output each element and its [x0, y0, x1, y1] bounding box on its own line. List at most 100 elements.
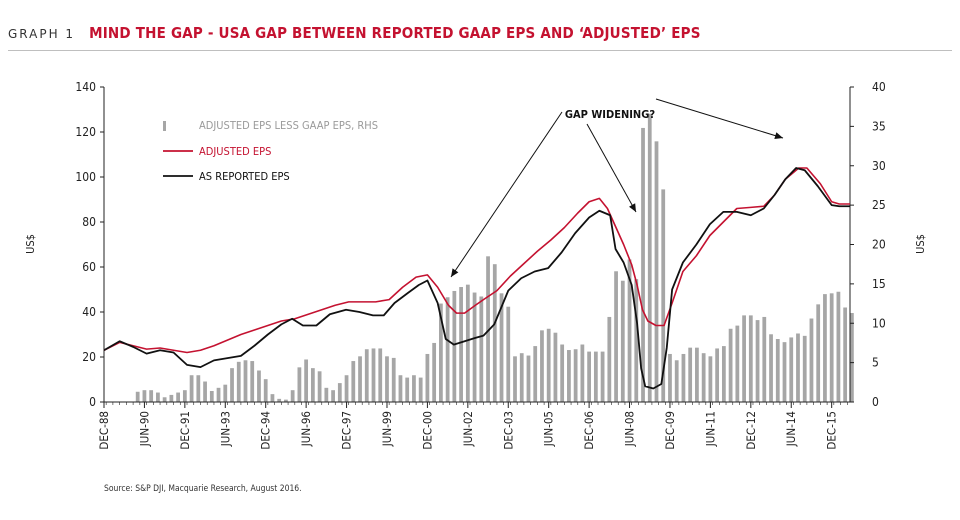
x-tick-label: DEC-00: [420, 411, 434, 450]
gap-bar: [641, 127, 645, 402]
y-right-tick-label: 20: [872, 238, 886, 252]
gap-bar: [405, 377, 410, 402]
gap-bar: [284, 399, 288, 402]
gap-bar: [836, 291, 841, 402]
gap-bar: [385, 356, 389, 402]
y-right-tick-label: 0: [872, 395, 879, 409]
gap-bar: [176, 392, 180, 402]
y-right-tick-label: 15: [872, 277, 886, 291]
gap-bar: [560, 344, 565, 402]
gap-bar: [465, 284, 470, 402]
annotation-label: GAP WIDENING?: [565, 108, 655, 121]
gap-bar: [472, 292, 477, 402]
x-tick-label: DEC-09: [663, 411, 677, 450]
gap-bar: [156, 392, 160, 402]
gap-bar: [607, 316, 612, 402]
gap-bar: [816, 304, 821, 402]
gap-bar: [661, 189, 666, 403]
gap-bar: [230, 368, 234, 402]
y-right-tick-label: 40: [872, 80, 886, 94]
gap-bar: [250, 361, 255, 402]
gap-bar: [519, 353, 524, 402]
y-left-tick-label: 20: [82, 350, 96, 364]
gap-bar: [149, 390, 154, 402]
gap-bar: [614, 271, 618, 402]
axes: 0 20 40 60 80 100 120 140 0 5 10 15 20 25 30 35 40 DEC-88…: [24, 80, 927, 450]
annotation-arrowhead: [451, 268, 459, 277]
gap-bar: [135, 391, 140, 402]
gap-bar: [796, 333, 800, 402]
gap-bar: [573, 349, 578, 402]
gap-bar: [809, 318, 814, 402]
gap-bar: [580, 344, 585, 402]
x-tick-label: DEC-94: [259, 411, 273, 450]
gap-bar: [695, 347, 699, 402]
gap-bar: [439, 303, 443, 402]
gap-bar: [398, 375, 403, 402]
y-left-tick-label: 60: [82, 260, 96, 274]
gap-bar: [445, 297, 450, 402]
gap-bar: [344, 375, 349, 402]
gap-bar: [755, 320, 760, 402]
gap-bar: [169, 394, 174, 402]
legend-swatch-gap: [163, 121, 166, 131]
x-tick-label: JUN-08: [623, 411, 637, 447]
gap-bar: [297, 367, 302, 402]
gap-bar: [257, 370, 261, 402]
gap-bar: [331, 390, 335, 402]
legend-label-gap: ADJUSTED EPS LESS GAAP EPS, RHS: [199, 119, 378, 132]
annotation-arrowhead: [774, 132, 783, 139]
x-tick-label: JUN-02: [461, 411, 475, 447]
gap-bar: [533, 346, 538, 402]
gap-bar: [843, 307, 848, 402]
gap-bar: [721, 346, 726, 402]
gap-bar: [748, 315, 753, 403]
gap-bar: [789, 337, 794, 402]
gap-bar: [142, 390, 147, 402]
gap-bar: [782, 342, 787, 402]
gap-bar: [371, 348, 376, 402]
x-tick-label: JUN-14: [784, 411, 798, 447]
source-note: Source: S&P DJI, Macquarie Research, Aug…: [104, 484, 302, 494]
gap-bar: [735, 325, 740, 402]
y-right-tick-label: 25: [872, 198, 886, 212]
gap-bar: [627, 259, 632, 402]
x-tick-label: JUN-96: [299, 411, 313, 447]
gap-bar: [802, 335, 807, 402]
gap-bar: [513, 356, 517, 402]
x-tick-label: DEC-91: [178, 411, 192, 450]
gap-bar: [546, 328, 551, 402]
gap-bar: [270, 394, 275, 403]
gap-bar: [378, 348, 383, 402]
x-tick-label: DEC-88: [97, 411, 111, 450]
gap-bar: [277, 398, 282, 402]
gap-bar: [209, 390, 214, 402]
gap-bar: [668, 353, 672, 402]
gap-bar: [358, 356, 362, 402]
legend-label-reported: AS REPORTED EPS: [199, 170, 290, 183]
x-tick-label: DEC-97: [340, 411, 354, 450]
reported-eps-line: [103, 167, 850, 390]
gap-bar: [351, 361, 356, 402]
gap-bar: [216, 387, 221, 402]
gap-bar: [681, 353, 686, 402]
gap-bar: [553, 332, 558, 402]
gap-bar: [189, 375, 194, 402]
gap-bar: [769, 334, 773, 402]
gap-bar: [236, 361, 241, 402]
annotation-arrow: [655, 98, 784, 139]
gap-bar: [587, 351, 591, 402]
y-left-tick-label: 100: [75, 170, 96, 184]
gap-bar: [492, 264, 497, 402]
gap-bar: [203, 381, 207, 402]
gap-bar: [850, 313, 854, 402]
gap-bar: [823, 294, 827, 402]
gap-bar: [742, 315, 746, 403]
y-right-tick-label: 30: [872, 159, 886, 173]
gap-bar: [775, 339, 780, 402]
gap-bar: [263, 379, 268, 402]
annotation-arrow: [586, 123, 637, 213]
header-divider: [8, 50, 952, 51]
gap-bar: [634, 279, 639, 402]
